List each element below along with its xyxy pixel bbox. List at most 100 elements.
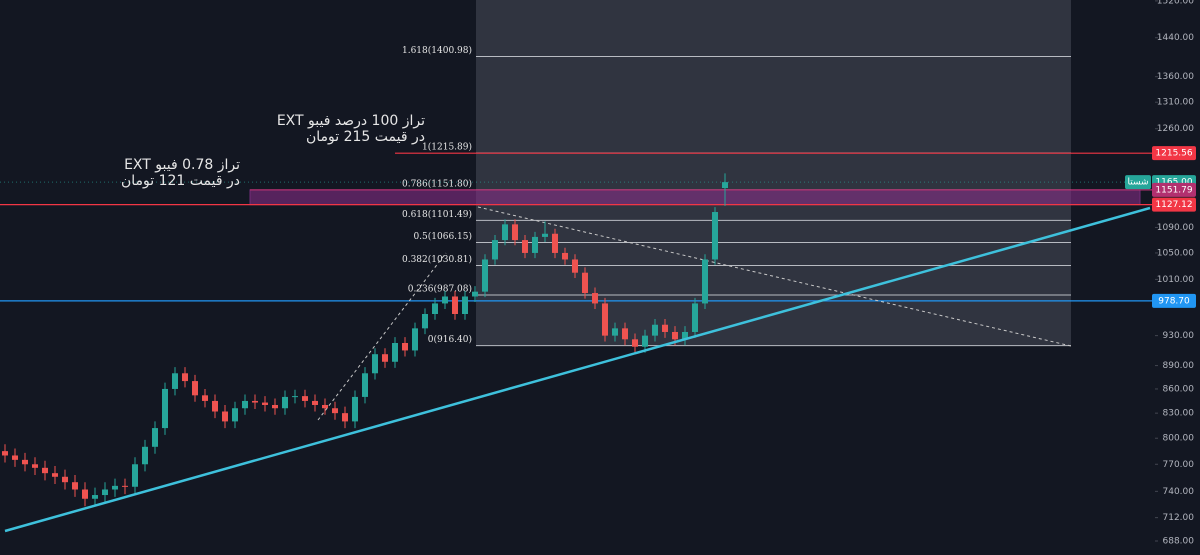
fib-label: 0.382(1030.81)	[402, 254, 472, 265]
candle-body	[182, 373, 188, 382]
candle-body	[312, 400, 318, 405]
candle-body	[242, 400, 248, 409]
candle-body	[232, 408, 238, 422]
candle-body	[382, 354, 388, 362]
candle-body	[152, 428, 158, 447]
fib-label: 0.5(1066.15)	[413, 231, 472, 242]
price-label: 1151.79	[1155, 185, 1192, 195]
target-zone	[249, 189, 1141, 206]
price-label: 1215.56	[1155, 149, 1192, 159]
candle-body	[142, 446, 148, 465]
candle-body	[572, 259, 578, 273]
price-label: 1165.00	[1155, 178, 1192, 188]
candle-body	[332, 408, 338, 414]
annotation-line: در قیمت 121 تومان	[120, 173, 240, 189]
candle-body	[432, 303, 438, 315]
candles	[2, 173, 728, 507]
y-tick-label: 712.00	[1163, 513, 1195, 523]
candle-body	[452, 296, 458, 315]
candle-body	[512, 224, 518, 241]
price-label-bg	[1152, 182, 1196, 197]
candle-body	[72, 482, 78, 490]
candle-body	[622, 328, 628, 340]
candle-body	[462, 296, 468, 315]
candle-body	[442, 296, 448, 304]
candle-body	[92, 495, 98, 499]
candle-body	[302, 396, 308, 401]
candle-body	[112, 485, 118, 490]
candle-body	[582, 272, 588, 294]
candle-body	[722, 182, 728, 189]
drawings	[317, 206, 1072, 421]
candle-body	[52, 473, 58, 477]
annotation: تراز 0.78 فیبو EXT در قیمت 121 تومان	[121, 157, 240, 189]
candle-body	[482, 259, 488, 292]
y-tick-label: 1050.00	[1157, 248, 1194, 258]
candle-body	[692, 303, 698, 332]
candle-body	[62, 476, 68, 483]
price-label-bg	[1152, 293, 1196, 308]
candle-body	[252, 400, 258, 403]
candle-body	[532, 236, 538, 253]
candle-body	[392, 343, 398, 362]
background-layer: 1.618(1400.98) 1(1215.89) 0.786(1151.80) 0.…	[0, 0, 1152, 347]
annotation-line: تراز 100 درصد فیبو EXT	[276, 113, 425, 129]
candle-body	[602, 303, 608, 336]
y-tick-label: 800.00	[1163, 434, 1195, 444]
candle-body	[352, 396, 358, 422]
candle-body	[22, 459, 28, 465]
candle-body	[372, 354, 378, 374]
price-label: 978.70	[1158, 296, 1190, 306]
candle-body	[712, 212, 718, 260]
fib-label: 0(916.40)	[428, 334, 472, 345]
price-label-bg	[1152, 146, 1196, 161]
y-tick-label: 830.00	[1163, 409, 1195, 419]
candle-body	[402, 343, 408, 351]
dashed-trendline	[317, 252, 447, 421]
candle-body	[162, 388, 168, 429]
candle-body	[222, 411, 228, 422]
y-tick-label: 1360.00	[1157, 72, 1194, 82]
y-tick-label: 770.00	[1163, 460, 1195, 470]
candle-body	[292, 396, 298, 398]
fib-label: 0.236(987.08)	[408, 284, 472, 295]
candle-body	[212, 400, 218, 412]
price-label: 1127.12	[1155, 200, 1192, 210]
candle-body	[492, 240, 498, 260]
candle-body	[522, 240, 528, 253]
symbol-tag-bg	[1125, 175, 1151, 190]
candle-body	[662, 324, 668, 332]
candle-body	[362, 373, 368, 397]
candle-body	[82, 489, 88, 499]
symbol-tag: شستا	[1127, 178, 1148, 188]
fib-label: 1.618(1400.98)	[402, 45, 472, 56]
candle-body	[322, 404, 328, 409]
candle-body	[632, 339, 638, 347]
candle-body	[262, 402, 268, 405]
candle-body	[192, 381, 198, 396]
y-tick-label: 1090.00	[1157, 223, 1194, 233]
candle-body	[702, 259, 708, 304]
candle-body	[132, 464, 138, 487]
candle-body	[642, 335, 648, 347]
support-trendline	[4, 206, 1151, 533]
fib-label: 0.618(1101.49)	[402, 209, 472, 220]
y-tick-label: 1010.00	[1157, 275, 1194, 285]
candle-body	[272, 404, 278, 409]
y-tick-label: 740.00	[1163, 487, 1195, 497]
candle-body	[32, 464, 38, 468]
candle-body	[672, 331, 678, 340]
y-tick-label: 1440.00	[1157, 33, 1194, 43]
candle-body	[592, 293, 598, 304]
candle-body	[122, 485, 128, 487]
y-tick-label: 1310.00	[1157, 98, 1194, 108]
y-tick-label: 860.00	[1163, 384, 1195, 394]
candle-body	[2, 451, 8, 456]
y-tick-label: 1260.00	[1157, 124, 1194, 134]
y-tick-label: 688.00	[1163, 536, 1195, 546]
candle-body	[342, 413, 348, 422]
annotation-line: در قیمت 215 تومان	[305, 129, 425, 145]
candle-body	[12, 455, 18, 460]
